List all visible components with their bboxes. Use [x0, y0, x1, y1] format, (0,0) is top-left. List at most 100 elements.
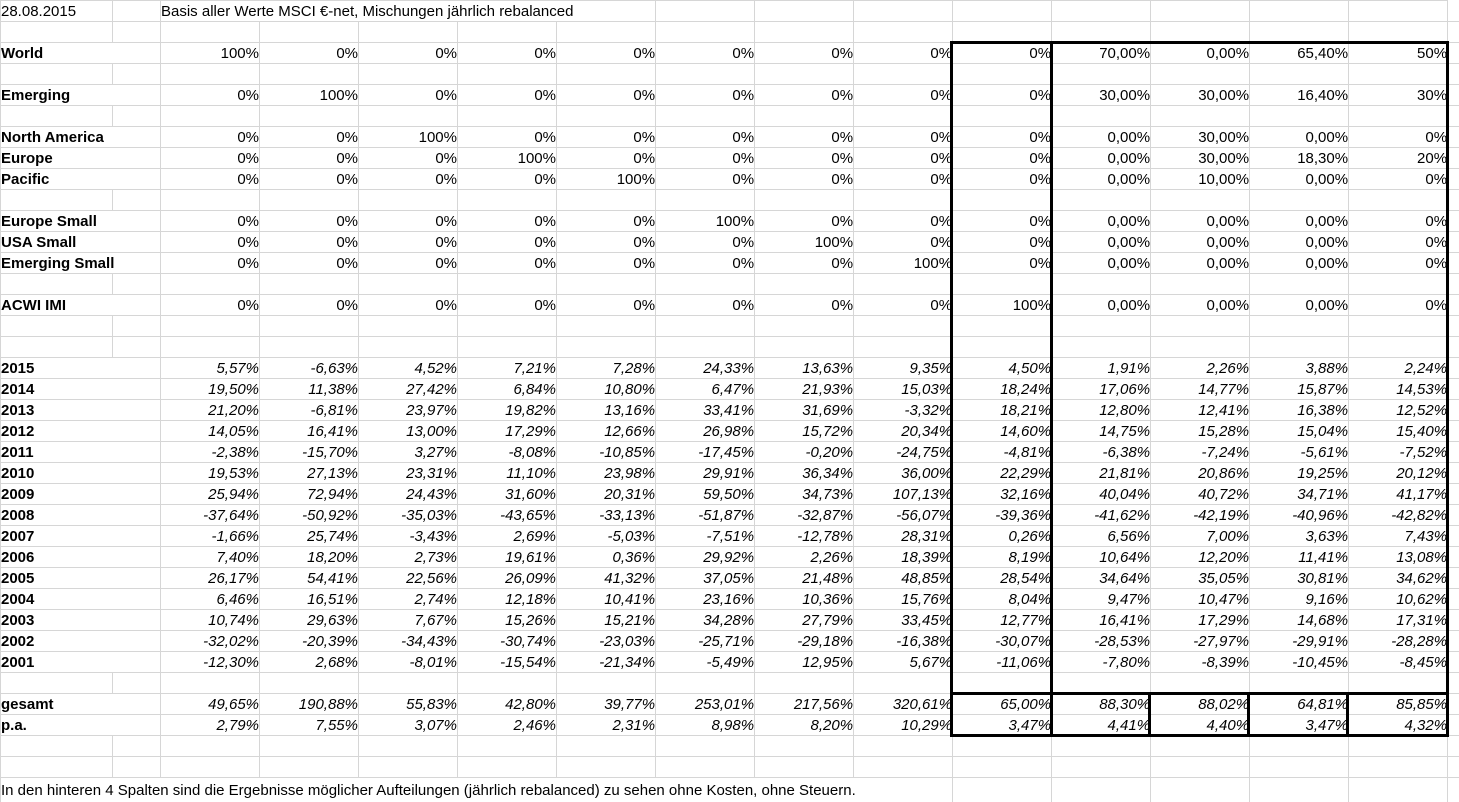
- value-cell[interactable]: 0%: [853, 42, 954, 64]
- value-cell[interactable]: 70,00%: [1051, 42, 1152, 64]
- value-cell[interactable]: 0%: [259, 126, 359, 148]
- value-cell[interactable]: 27,42%: [358, 378, 458, 400]
- value-cell[interactable]: 0%: [952, 168, 1053, 190]
- value-cell[interactable]: 7,28%: [555, 357, 657, 379]
- cell[interactable]: [655, 735, 756, 757]
- value-cell[interactable]: 12,18%: [457, 588, 557, 610]
- value-cell[interactable]: 29,91%: [655, 462, 756, 484]
- value-cell[interactable]: 0%: [358, 42, 458, 64]
- value-cell[interactable]: -27,97%: [1150, 630, 1251, 652]
- value-cell[interactable]: 40,72%: [1150, 483, 1251, 505]
- cell[interactable]: [457, 105, 557, 127]
- cell[interactable]: [1447, 42, 1459, 64]
- value-cell[interactable]: 0,00%: [1249, 210, 1350, 232]
- cell[interactable]: [1348, 315, 1449, 337]
- cell[interactable]: [259, 672, 359, 694]
- row-label[interactable]: Emerging: [0, 84, 161, 106]
- cell[interactable]: [457, 336, 557, 358]
- value-cell[interactable]: 20,34%: [853, 420, 954, 442]
- value-cell[interactable]: 36,00%: [853, 462, 954, 484]
- value-cell[interactable]: 0%: [754, 210, 855, 232]
- cell[interactable]: [1150, 0, 1251, 22]
- value-cell[interactable]: 10,00%: [1150, 168, 1251, 190]
- value-cell[interactable]: 13,08%: [1348, 546, 1449, 568]
- value-cell[interactable]: 30,00%: [1051, 84, 1152, 106]
- cell[interactable]: [358, 273, 458, 295]
- value-cell[interactable]: 23,31%: [358, 462, 458, 484]
- row-label[interactable]: Pacific: [0, 168, 161, 190]
- cell[interactable]: [853, 63, 954, 85]
- cell[interactable]: [655, 0, 756, 22]
- value-cell[interactable]: 21,48%: [754, 567, 855, 589]
- cell[interactable]: [1249, 315, 1350, 337]
- value-cell[interactable]: 0%: [160, 84, 260, 106]
- cell[interactable]: [555, 63, 657, 85]
- value-cell[interactable]: 0%: [655, 84, 756, 106]
- cell[interactable]: [0, 315, 113, 337]
- cell[interactable]: [655, 105, 756, 127]
- cell[interactable]: [754, 105, 855, 127]
- value-cell[interactable]: 0%: [457, 231, 557, 253]
- cell[interactable]: [1051, 735, 1152, 757]
- value-cell[interactable]: 65,00%: [952, 693, 1053, 715]
- value-cell[interactable]: 7,21%: [457, 357, 557, 379]
- value-cell[interactable]: 4,40%: [1150, 714, 1251, 736]
- value-cell[interactable]: 4,52%: [358, 357, 458, 379]
- value-cell[interactable]: 16,51%: [259, 588, 359, 610]
- value-cell[interactable]: 0%: [555, 252, 657, 274]
- value-cell[interactable]: 0%: [358, 231, 458, 253]
- cell[interactable]: [853, 672, 954, 694]
- value-cell[interactable]: 0%: [754, 147, 855, 169]
- value-cell[interactable]: 0%: [259, 210, 359, 232]
- cell[interactable]: [853, 0, 954, 22]
- value-cell[interactable]: 21,93%: [754, 378, 855, 400]
- value-cell[interactable]: 0%: [358, 147, 458, 169]
- value-cell[interactable]: 100%: [259, 84, 359, 106]
- value-cell[interactable]: 19,25%: [1249, 462, 1350, 484]
- value-cell[interactable]: 27,13%: [259, 462, 359, 484]
- cell[interactable]: [1447, 630, 1459, 652]
- row-label[interactable]: Europe Small: [0, 210, 161, 232]
- cell[interactable]: [1150, 21, 1251, 43]
- value-cell[interactable]: 2,79%: [160, 714, 260, 736]
- cell[interactable]: [0, 189, 113, 211]
- value-cell[interactable]: 14,05%: [160, 420, 260, 442]
- value-cell[interactable]: 0%: [457, 252, 557, 274]
- cell[interactable]: [1447, 231, 1459, 253]
- value-cell[interactable]: 11,38%: [259, 378, 359, 400]
- row-label[interactable]: North America: [0, 126, 161, 148]
- value-cell[interactable]: 0%: [1348, 168, 1449, 190]
- cell[interactable]: [1348, 756, 1449, 778]
- value-cell[interactable]: 0%: [358, 294, 458, 316]
- cell[interactable]: [1051, 777, 1152, 802]
- value-cell[interactable]: 23,98%: [555, 462, 657, 484]
- cell[interactable]: [457, 315, 557, 337]
- value-cell[interactable]: -6,38%: [1051, 441, 1152, 463]
- value-cell[interactable]: -42,19%: [1150, 504, 1251, 526]
- value-cell[interactable]: 0%: [952, 126, 1053, 148]
- cell[interactable]: [1447, 315, 1459, 337]
- value-cell[interactable]: 34,62%: [1348, 567, 1449, 589]
- value-cell[interactable]: 14,77%: [1150, 378, 1251, 400]
- value-cell[interactable]: 3,47%: [952, 714, 1053, 736]
- cell[interactable]: [259, 315, 359, 337]
- value-cell[interactable]: 48,85%: [853, 567, 954, 589]
- row-label[interactable]: 2010: [0, 462, 161, 484]
- cell[interactable]: [952, 735, 1053, 757]
- cell[interactable]: [1150, 336, 1251, 358]
- value-cell[interactable]: 37,05%: [655, 567, 756, 589]
- cell[interactable]: [1249, 21, 1350, 43]
- value-cell[interactable]: 0%: [853, 84, 954, 106]
- cell[interactable]: [1150, 756, 1251, 778]
- cell[interactable]: [853, 273, 954, 295]
- value-cell[interactable]: 100%: [853, 252, 954, 274]
- cell[interactable]: [1447, 504, 1459, 526]
- cell[interactable]: [1051, 189, 1152, 211]
- cell[interactable]: [655, 273, 756, 295]
- cell[interactable]: [555, 735, 657, 757]
- value-cell[interactable]: 0,00%: [1051, 147, 1152, 169]
- cell[interactable]: [1051, 672, 1152, 694]
- value-cell[interactable]: -43,65%: [457, 504, 557, 526]
- cell[interactable]: [1447, 252, 1459, 274]
- value-cell[interactable]: 12,20%: [1150, 546, 1251, 568]
